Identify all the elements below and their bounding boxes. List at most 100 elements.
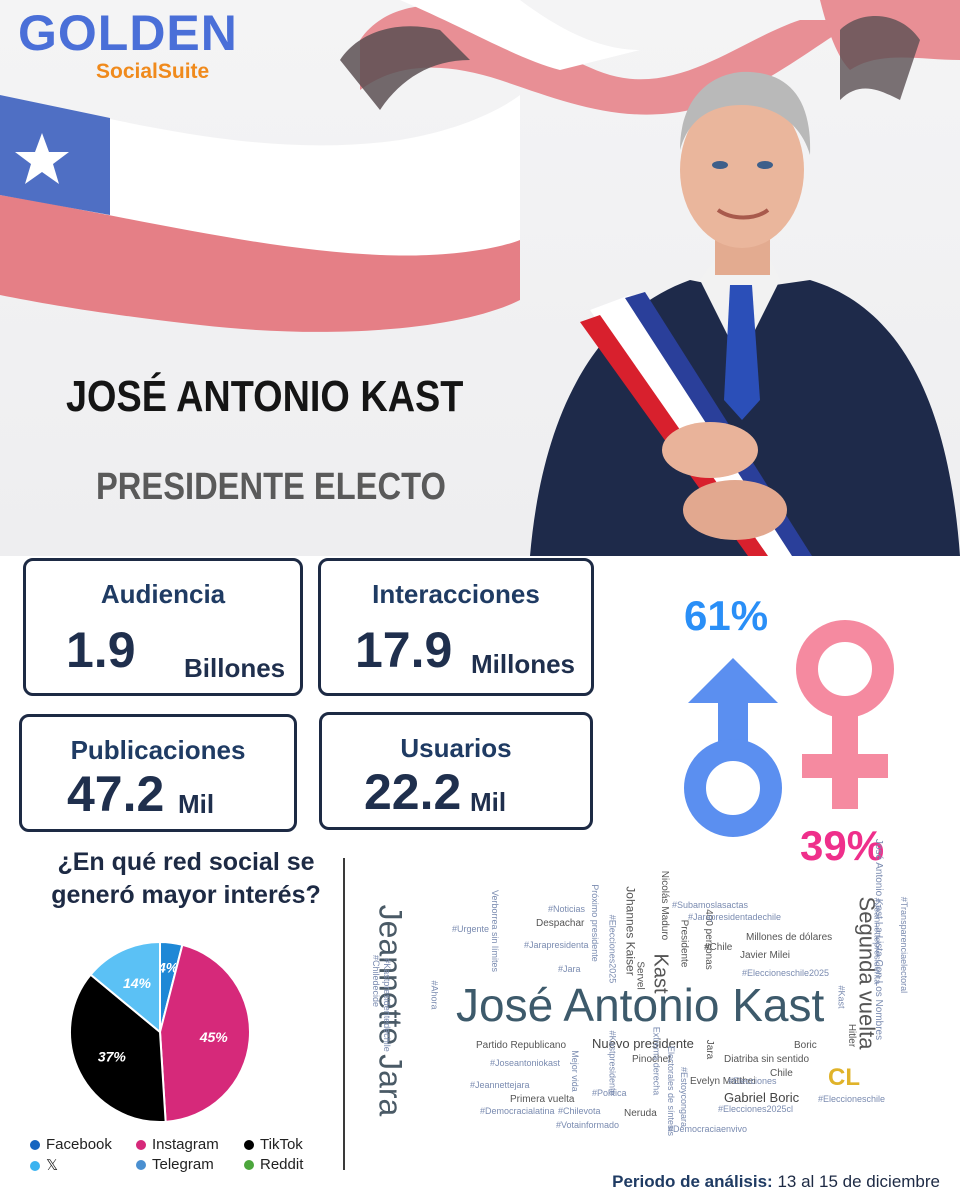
brand-logo: GOLDEN SocialSuite — [18, 8, 238, 84]
legend-item-reddit: Reddit — [244, 1156, 303, 1173]
cloud-word: #Eleccioneschile — [818, 1094, 886, 1104]
cloud-word: Verborrea sin límites — [490, 889, 501, 973]
legend-label: Facebook — [46, 1136, 112, 1153]
cloud-word: #Democracialatina — [480, 1106, 555, 1116]
cloud-word: Partido Republicano — [476, 1040, 567, 1051]
legend-dot — [244, 1140, 254, 1151]
period-label: Periodo de análisis: — [612, 1172, 773, 1191]
legend-item-telegram: Telegram — [136, 1156, 214, 1173]
cloud-word: Boric — [794, 1040, 817, 1051]
cloud-word: #Estoycongara — [679, 1066, 690, 1128]
cloud-word: #Kast — [836, 985, 847, 1009]
cloud-word: #Elecciones — [728, 1076, 777, 1086]
section-divider — [343, 858, 345, 1170]
cloud-word-kast: Kast — [649, 953, 672, 994]
cloud-word: Millones de dólares — [746, 932, 833, 943]
cloud-word: #Política — [592, 1088, 627, 1098]
legend-dot — [136, 1160, 146, 1171]
brand-subtitle: SocialSuite — [96, 60, 210, 83]
cloud-word: #Joseantoniokast — [490, 1058, 561, 1068]
cloud-word: #Subamoslasactas — [672, 900, 749, 910]
cloud-word: #Jarapresidenta — [524, 940, 589, 950]
cloud-word: #Noticias — [548, 904, 586, 914]
cloud-word: #Transparenciaelectoral — [899, 896, 910, 994]
stat-card-publicaciones: Publicaciones 47.2 Mil — [19, 714, 297, 832]
cloud-word: Jara — [704, 1039, 716, 1060]
legend-label: Reddit — [260, 1156, 304, 1173]
female-percentage: 39% — [800, 822, 885, 869]
president-role: PRESIDENTE ELECTO — [96, 466, 446, 508]
pie-slice- — [89, 940, 161, 1035]
cloud-word: #Democraciaenvivo — [668, 1124, 748, 1134]
cloud-word: Mejor vida — [569, 1050, 580, 1092]
cloud-word: Servel — [634, 961, 646, 990]
cloud-word: #Elecciones2025 — [607, 914, 618, 984]
female-symbol-icon — [796, 620, 894, 809]
legend-item-instagram: Instagram — [136, 1136, 219, 1153]
cloud-word: Despachar — [536, 918, 585, 929]
period-value: 13 al 15 de diciembre — [777, 1172, 940, 1191]
pie-label: 4% — [157, 960, 179, 976]
cloud-word: #Jeannettejara — [470, 1080, 530, 1090]
cloud-word: Pinochet — [632, 1054, 671, 1065]
legend-label: TikTok — [260, 1136, 303, 1153]
stat-value: 47.2 — [67, 766, 165, 822]
stat-label: Interacciones — [372, 579, 540, 609]
cloud-word: #Chiledecide — [371, 954, 382, 1008]
pie-label: 14% — [123, 975, 152, 991]
stat-unit: Mil — [470, 787, 507, 817]
cloud-word: Hitler — [846, 1023, 858, 1048]
stat-card-audiencia: Audiencia 1.9 Billones — [23, 558, 303, 696]
cloud-word: #Jara — [558, 964, 581, 974]
cloud-word: #Chile — [704, 942, 733, 953]
analysis-period: Periodo de análisis: 13 al 15 de diciemb… — [612, 1172, 940, 1192]
president-name: JOSÉ ANTONIO KAST — [66, 372, 464, 421]
legend-dot — [136, 1140, 146, 1151]
cloud-word: Nuevo presidente — [592, 1036, 694, 1051]
cloud-word: Javier Milei — [740, 950, 791, 961]
cloud-word: Electorales de síntesis — [666, 1045, 677, 1137]
legend-dot — [244, 1160, 254, 1171]
legend-label: Instagram — [152, 1136, 219, 1153]
stat-unit: Billones — [184, 653, 286, 683]
cloud-word: Evelyn Matthei — [690, 1076, 756, 1087]
cloud-word: #Jarapresidentadechile — [688, 912, 782, 922]
pie-label: 37% — [98, 1049, 127, 1065]
pie-slice-instagram — [158, 943, 251, 1123]
legend-item-x: 𝕏 — [30, 1156, 58, 1174]
social-question: ¿En qué red social se generó mayor inter… — [51, 848, 321, 909]
stat-value: 1.9 — [66, 622, 136, 678]
cloud-word: Primera vuelta — [510, 1094, 575, 1105]
cloud-word: Chile — [770, 1068, 793, 1079]
word-cloud: José Antonio Kast Jeannette Jara Segunda… — [360, 839, 960, 1170]
pie-slice-tiktok — [69, 973, 167, 1123]
cloud-word: Presidente — [678, 919, 690, 968]
cloud-word: Extrema derecha — [651, 1026, 662, 1096]
cloud-word: #Kastpresidentedechile — [381, 958, 392, 1052]
stat-unit: Mil — [178, 789, 215, 819]
president-portrait — [530, 71, 960, 556]
cloud-word-cl: CL — [828, 1064, 860, 1091]
male-symbol-icon — [684, 658, 782, 837]
cloud-word: José Antonio Kast La Lista Con Los Nombr… — [873, 838, 885, 1041]
stat-card-usuarios: Usuarios 22.2 Mil — [319, 712, 593, 830]
cloud-word: #Chilevota — [558, 1106, 601, 1116]
cloud-word: Nicolás Maduro — [659, 870, 671, 941]
hero-banner: GOLDEN SocialSuite JOSÉ ANTONIO KAST PRE… — [0, 0, 960, 556]
stat-value: 17.9 — [355, 622, 453, 678]
cloud-word: #Elecciones2025cl — [718, 1104, 794, 1114]
cloud-word: Próximo presidente — [589, 884, 600, 962]
cloud-word: #Votainformado — [556, 1120, 620, 1130]
cloud-word: #Kastpresidente — [607, 1030, 618, 1096]
brand-name: GOLDEN — [18, 5, 238, 61]
legend-label: Telegram — [152, 1156, 214, 1173]
pie-label: 45% — [199, 1029, 229, 1045]
stat-label: Audiencia — [100, 579, 226, 609]
legend-item-tiktok: TikTok — [244, 1136, 303, 1153]
cloud-word-main: José Antonio Kast — [456, 979, 825, 1031]
stat-label: Publicaciones — [70, 735, 246, 765]
stat-label: Usuarios — [400, 733, 512, 763]
cloud-word: Diatriba sin sentido — [724, 1054, 810, 1065]
cloud-word: #Urgente — [452, 924, 490, 934]
